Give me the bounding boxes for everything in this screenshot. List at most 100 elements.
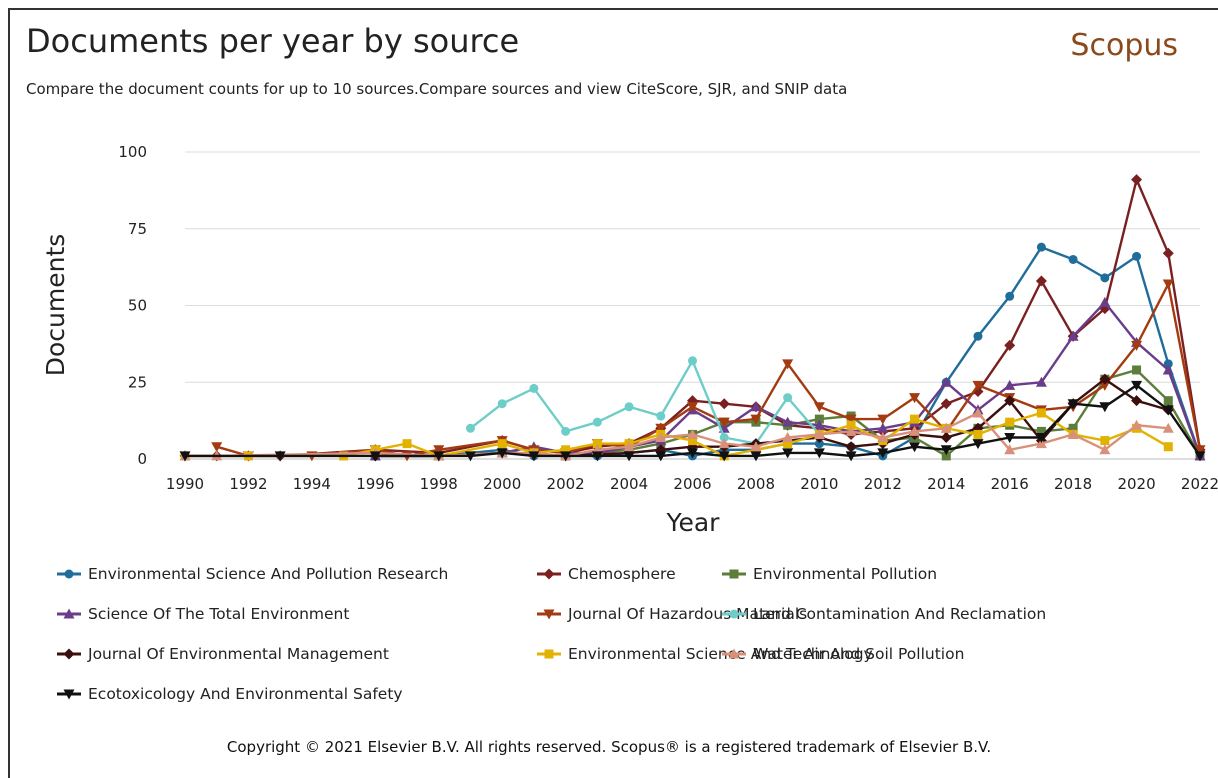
legend-item[interactable]: Chemosphere	[536, 565, 676, 583]
page-title: Documents per year by source	[26, 22, 520, 60]
x-tick-label: 1996	[356, 475, 394, 493]
data-point-series-10	[1004, 433, 1016, 444]
legend-marker	[63, 608, 75, 619]
data-point-series-4	[813, 419, 825, 430]
legend-marker	[63, 648, 75, 660]
legend-item[interactable]: Environmental Science And Technology	[536, 645, 873, 663]
data-point-series-6	[592, 417, 602, 427]
data-point-series-5	[813, 402, 825, 413]
data-point-series-10	[687, 448, 698, 459]
data-point-series-2	[1131, 174, 1143, 186]
data-point-series-9	[972, 407, 984, 418]
legend-item[interactable]: Environmental Science And Pollution Rese…	[56, 565, 448, 583]
data-point-series-5	[972, 380, 984, 391]
data-point-series-10	[591, 451, 603, 462]
legend-item[interactable]: Land Contamination And Reclamation	[721, 605, 1046, 623]
legend-marker	[729, 569, 739, 579]
data-point-series-10	[972, 439, 984, 450]
x-tick-label: 2004	[610, 475, 648, 493]
legend-marker-icon	[537, 649, 561, 659]
data-point-series-4	[782, 416, 794, 427]
data-point-series-1	[1100, 273, 1110, 283]
data-point-series-9	[909, 425, 921, 436]
data-point-series-3	[941, 451, 951, 461]
legend-label: Water Air And Soil Pollution	[753, 645, 965, 663]
data-point-series-6	[719, 433, 729, 443]
data-point-series-4	[1099, 296, 1111, 307]
x-tick-label: 2014	[927, 475, 965, 493]
data-point-series-1	[973, 331, 983, 341]
data-point-series-5	[909, 393, 921, 404]
legend-label: Journal Of Environmental Management	[88, 645, 389, 663]
legend-item[interactable]: Journal Of Hazardous Materials	[536, 605, 807, 623]
copyright-notice: Copyright © 2021 Elsevier B.V. All right…	[226, 738, 992, 756]
legend-item[interactable]: Science Of The Total Environment	[56, 605, 349, 623]
data-point-series-8	[1100, 436, 1110, 446]
data-point-series-5	[433, 445, 445, 456]
data-point-series-10	[940, 445, 952, 456]
data-point-series-5	[845, 414, 857, 425]
legend-item[interactable]: Ecotoxicology And Environmental Safety	[56, 685, 403, 703]
y-tick-label: 50	[128, 297, 147, 315]
legend-label: Journal Of Hazardous Materials	[568, 605, 808, 623]
data-point-series-9	[845, 425, 857, 436]
x-tick-label: 1994	[293, 475, 331, 493]
data-point-series-5	[718, 417, 730, 428]
data-point-series-5	[750, 414, 762, 425]
data-point-series-10	[433, 451, 445, 462]
legend-marker-icon	[57, 648, 81, 660]
data-point-series-8	[592, 439, 602, 449]
data-point-series-10	[179, 451, 191, 462]
data-point-series-1	[814, 439, 824, 449]
data-point-series-6	[497, 399, 507, 409]
data-point-series-8	[973, 429, 983, 439]
data-point-series-3	[1132, 365, 1142, 375]
data-point-series-4	[750, 401, 762, 412]
chart-frame	[8, 8, 1218, 778]
data-point-series-2	[718, 398, 730, 410]
x-tick-label: 2000	[483, 475, 521, 493]
legend-label: Environmental Science And Technology	[568, 645, 873, 663]
legend-label: Environmental Science And Pollution Rese…	[88, 565, 449, 583]
x-tick-label: 2002	[547, 475, 585, 493]
legend-marker-icon	[57, 608, 81, 619]
data-point-series-10	[909, 442, 921, 453]
y-tick-label: 75	[128, 220, 147, 238]
data-point-series-9	[1067, 428, 1079, 439]
legend-marker-icon	[57, 569, 81, 579]
x-tick-label: 2022	[1181, 475, 1218, 493]
data-point-series-9	[750, 441, 762, 452]
x-tick-label: 1998	[420, 475, 458, 493]
legend-item[interactable]: Environmental Pollution	[721, 565, 937, 583]
data-point-series-2	[940, 398, 952, 410]
series-line-2	[185, 178, 1202, 458]
data-point-series-4	[1067, 330, 1079, 341]
data-point-series-10	[750, 451, 762, 462]
x-tick-label: 2010	[800, 475, 838, 493]
legend-item[interactable]: Journal Of Environmental Management	[56, 645, 389, 663]
data-point-series-8	[402, 439, 412, 449]
legend-marker-icon	[57, 689, 81, 700]
data-point-series-10	[1131, 380, 1143, 391]
data-point-series-8	[1005, 417, 1015, 427]
data-point-series-8	[1036, 408, 1046, 418]
data-point-series-8	[497, 439, 507, 449]
data-point-series-9	[940, 422, 952, 433]
x-tick-label: 2012	[864, 475, 902, 493]
data-point-series-7	[1131, 395, 1143, 407]
data-point-series-4	[1162, 364, 1174, 375]
data-point-series-10	[877, 448, 889, 459]
legend-item[interactable]: Water Air And Soil Pollution	[721, 645, 964, 663]
x-tick-label: 2008	[737, 475, 775, 493]
legend-marker	[728, 648, 740, 659]
data-point-series-10	[496, 448, 508, 459]
data-point-series-6	[783, 393, 793, 403]
data-point-series-9	[687, 428, 698, 439]
data-point-series-9	[782, 432, 794, 443]
data-point-series-5	[1162, 279, 1174, 290]
legend-label: Environmental Pollution	[753, 565, 938, 583]
data-point-series-10	[718, 451, 730, 462]
data-point-series-10	[655, 451, 667, 462]
legend-marker	[729, 609, 739, 619]
data-point-series-9	[1099, 444, 1111, 455]
